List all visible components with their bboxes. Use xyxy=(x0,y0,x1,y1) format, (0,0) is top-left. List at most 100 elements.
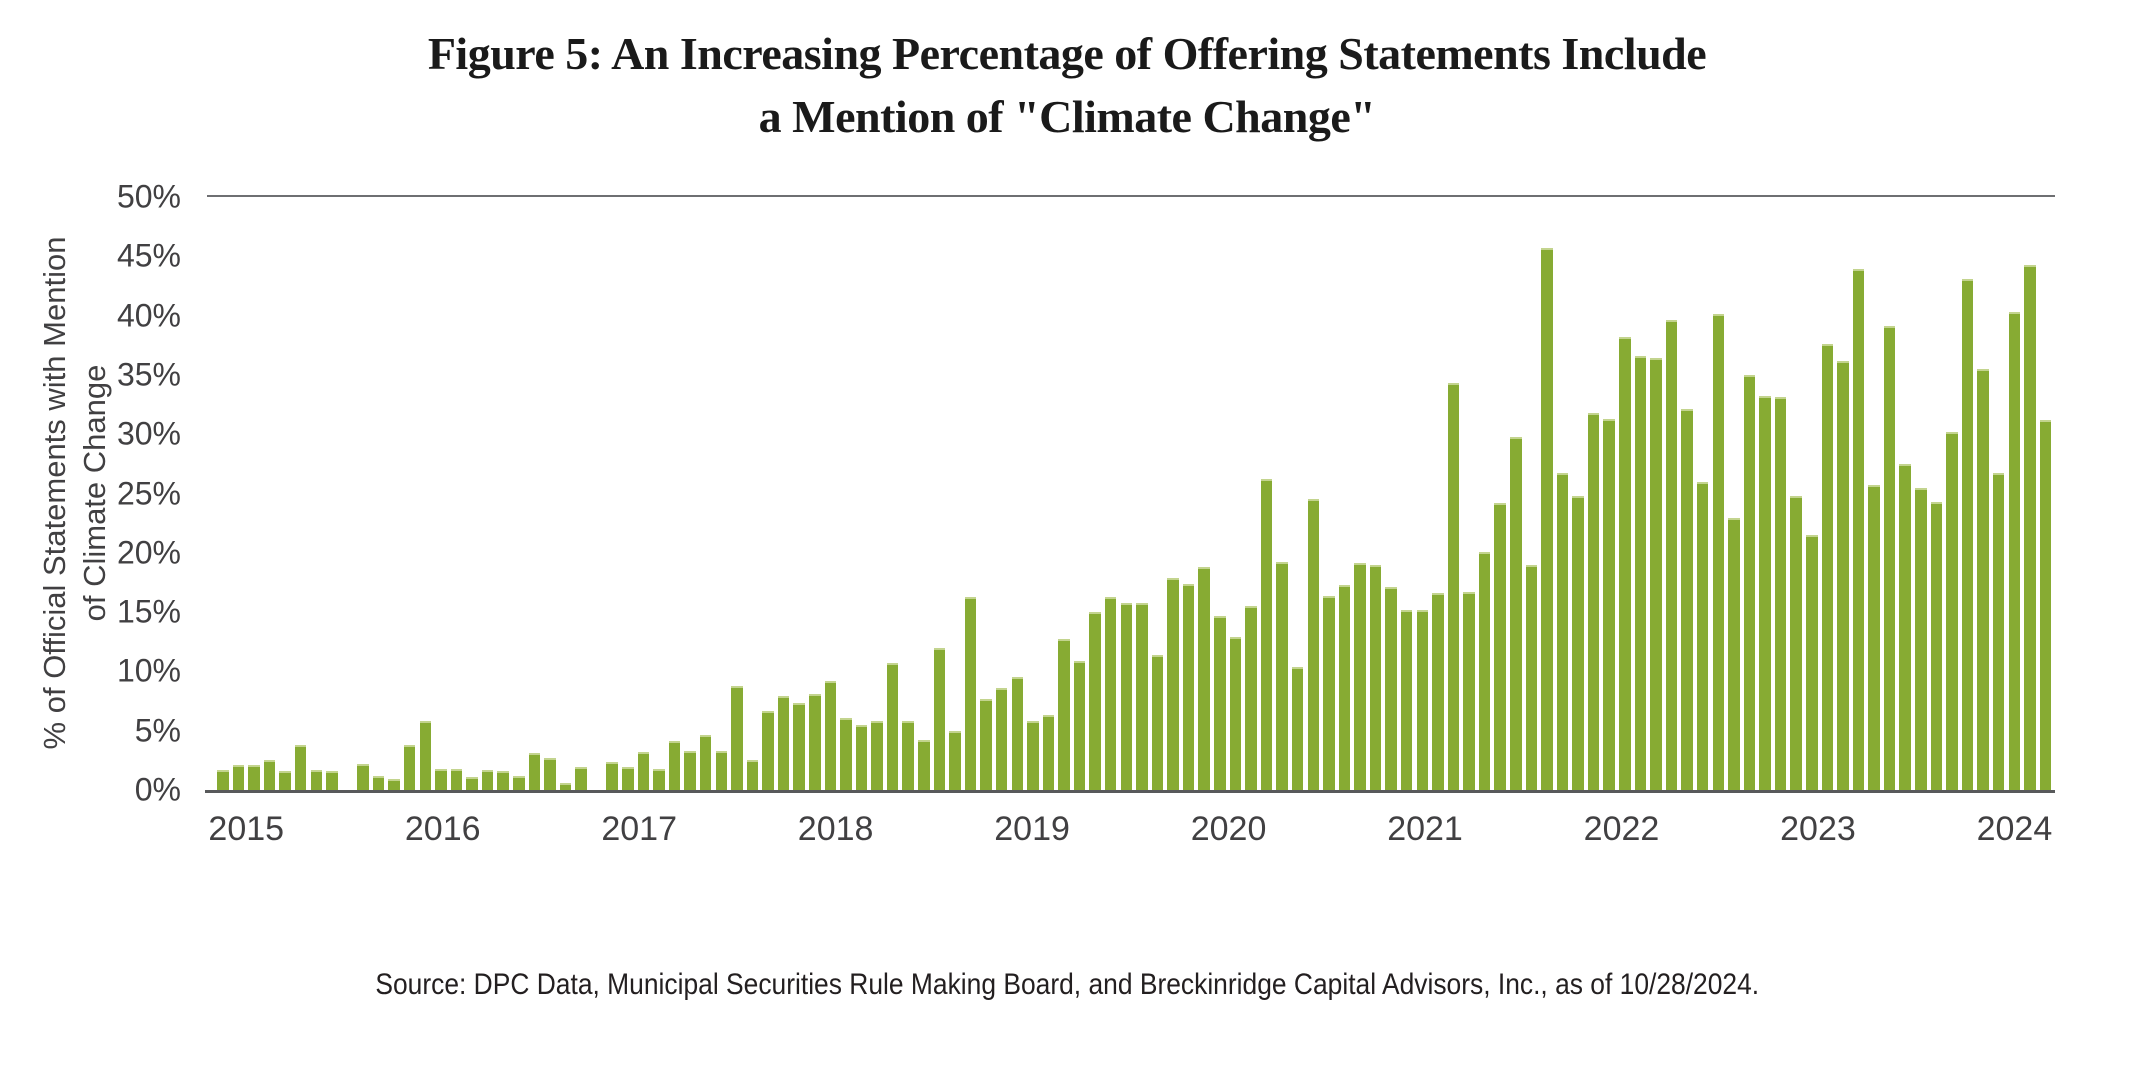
bar-2015-03 xyxy=(248,765,260,790)
x-label-2016: 2016 xyxy=(404,810,481,848)
bar-slot-2021-12 xyxy=(1508,197,1524,790)
y-tick-40: 40% xyxy=(116,297,181,334)
bar-2015-11 xyxy=(372,775,385,790)
bar-2015-02 xyxy=(232,765,245,790)
bar-slot-2016-10 xyxy=(542,197,558,790)
bar-slot-2023-08 xyxy=(1820,197,1836,790)
bar-2016-02 xyxy=(419,721,432,790)
bar-slot-2023-01 xyxy=(1711,197,1727,790)
bar-2018-09 xyxy=(902,721,914,790)
y-tick-35: 35% xyxy=(116,356,181,393)
bar-slot-2022-05 xyxy=(1586,197,1602,790)
bar-2019-11 xyxy=(1120,602,1133,790)
bar-2017-10 xyxy=(731,685,743,790)
bar-2018-08 xyxy=(886,663,899,790)
bar-slot-2021-07 xyxy=(1430,197,1446,790)
bar-slot-2022-06 xyxy=(1601,197,1617,790)
y-tick-50: 50% xyxy=(116,178,181,215)
bar-2016-12 xyxy=(575,767,587,790)
bar-slot-2015-12 xyxy=(386,197,402,790)
x-label-2022: 2022 xyxy=(1583,810,1660,848)
bar-2015-10 xyxy=(357,763,369,790)
x-axis-labels: 2015 2016 2017 2018 2019 2020 2021 2022 2023 2024 xyxy=(208,810,2053,860)
bar-slot-2017-01 xyxy=(589,197,605,790)
bar-2020-10 xyxy=(1291,666,1304,790)
bar-2018-04 xyxy=(824,680,837,790)
bar-2017-08 xyxy=(699,735,712,790)
bar-2016-09 xyxy=(528,753,541,790)
bar-slot-2022-11 xyxy=(1679,197,1695,790)
bar-2016-10 xyxy=(544,757,556,790)
bar-2018-11 xyxy=(933,647,946,790)
bar-slot-2019-07 xyxy=(1056,197,1072,790)
bar-slot-2022-10 xyxy=(1664,197,1680,790)
bar-slot-2018-12 xyxy=(947,197,963,790)
bar-slot-2021-09 xyxy=(1461,197,1477,790)
bar-2023-07 xyxy=(1806,535,1818,790)
bar-2017-06 xyxy=(668,741,681,790)
bar-slot-2017-12 xyxy=(760,197,776,790)
bar-slot-2016-07 xyxy=(495,197,511,790)
bar-slot-2016-04 xyxy=(449,197,465,790)
bar-slot-2018-06 xyxy=(854,197,870,790)
bar-2020-07 xyxy=(1245,606,1257,790)
chart-title-line2: a Mention of "Climate Change" xyxy=(758,91,1376,142)
bar-2015-06 xyxy=(294,744,307,790)
bar-2020-02 xyxy=(1167,577,1179,790)
chart-title: Figure 5: An Increasing Percentage of Of… xyxy=(0,22,2134,148)
bar-slot-2019-04 xyxy=(1009,197,1025,790)
bar-2022-07 xyxy=(1619,336,1631,790)
bar-slot-2016-02 xyxy=(418,197,434,790)
bar-slot-2021-01 xyxy=(1337,197,1353,790)
bar-2023-09 xyxy=(1837,360,1849,790)
bar-slot-2023-07 xyxy=(1804,197,1820,790)
bar-slot-2016-11 xyxy=(558,197,574,790)
bar-2021-02 xyxy=(1354,563,1366,790)
bar-slot-2024-02 xyxy=(1913,197,1929,790)
bar-slot-2020-05 xyxy=(1212,197,1228,790)
y-tick-30: 30% xyxy=(116,415,181,452)
bar-slot-2016-06 xyxy=(480,197,496,790)
bar-slot-2021-02 xyxy=(1352,197,1368,790)
bar-2023-12 xyxy=(1883,326,1896,790)
bar-2021-01 xyxy=(1338,584,1351,790)
y-axis-ticks: 50% 45% 40% 35% 30% 25% 20% 15% 10% 5% 0% xyxy=(0,179,195,808)
bar-2020-03 xyxy=(1182,583,1195,790)
gridline-50pct xyxy=(207,195,2055,197)
source-note: Source: DPC Data, Municipal Securities R… xyxy=(0,968,2134,1002)
y-tick-25: 25% xyxy=(116,475,181,511)
bar-slot-2017-02 xyxy=(604,197,620,790)
bar-2024-06 xyxy=(1977,368,1989,790)
x-label-2017: 2017 xyxy=(601,810,677,848)
chart-title-line1: Figure 5: An Increasing Percentage of Of… xyxy=(427,28,1707,79)
x-label-2021: 2021 xyxy=(1387,810,1463,848)
bar-slot-2015-04 xyxy=(262,197,278,790)
x-label-2020: 2020 xyxy=(1190,810,1267,848)
bar-2022-04 xyxy=(1572,495,1584,790)
bar-2019-06 xyxy=(1042,715,1055,790)
bar-2019-04 xyxy=(1011,677,1024,790)
bar-slot-2020-07 xyxy=(1243,197,1259,790)
x-label-2015: 2015 xyxy=(208,810,285,848)
bar-slot-2020-04 xyxy=(1196,197,1212,790)
bar-2018-10 xyxy=(918,740,930,790)
bar-2016-05 xyxy=(466,776,478,790)
bar-2016-11 xyxy=(559,782,572,790)
bar-2024-08 xyxy=(2008,312,2021,790)
bar-slot-2016-05 xyxy=(464,197,480,790)
bar-slot-2023-03 xyxy=(1742,197,1758,790)
bar-2017-12 xyxy=(762,710,774,790)
bar-2015-08 xyxy=(326,771,338,790)
bar-slot-2018-10 xyxy=(916,197,932,790)
bar-2023-03 xyxy=(1743,374,1756,790)
y-tick-5: 5% xyxy=(134,712,181,749)
bar-2021-07 xyxy=(1432,593,1444,790)
bar-slot-2022-04 xyxy=(1570,197,1586,790)
bar-slot-2024-03 xyxy=(1929,197,1945,790)
bar-2022-11 xyxy=(1681,409,1693,790)
bar-2021-08 xyxy=(1447,383,1460,790)
bar-2018-05 xyxy=(840,717,852,790)
bar-2022-03 xyxy=(1556,473,1569,790)
bar-slot-2017-06 xyxy=(667,197,683,790)
bar-2021-09 xyxy=(1463,591,1475,790)
